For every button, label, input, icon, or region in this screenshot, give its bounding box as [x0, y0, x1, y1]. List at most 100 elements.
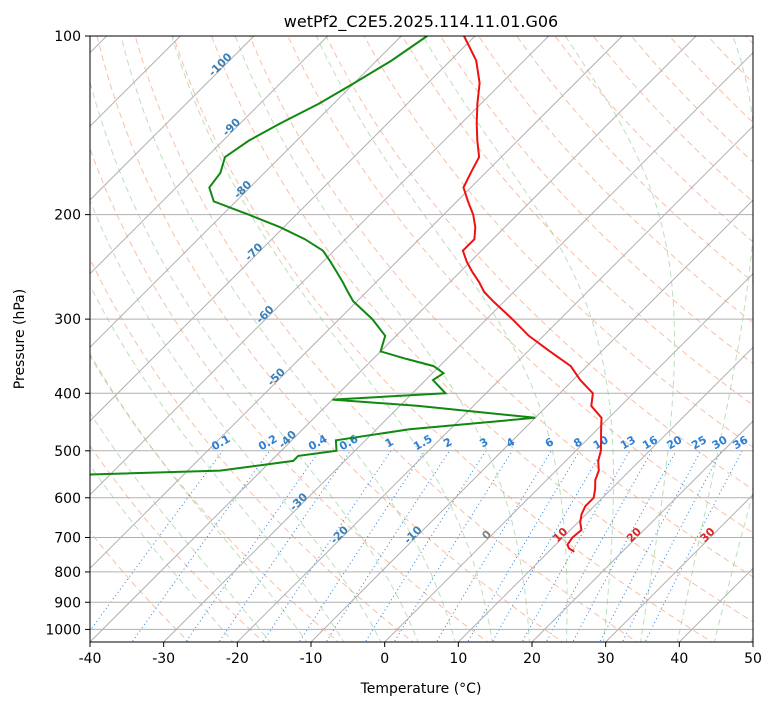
isotherm — [90, 36, 550, 496]
mixing-ratio-line — [218, 450, 351, 642]
moist-adiabat — [676, 36, 753, 642]
mixing-ratio-line — [298, 450, 426, 642]
y-tick-label: 100 — [54, 29, 81, 45]
mixing-ratio-label: 6 — [543, 435, 556, 450]
x-axis-label: Temperature (°C) — [360, 681, 482, 697]
dry-adiabat — [211, 36, 753, 623]
isotherm — [90, 36, 623, 570]
mixing-ratio-label: 2 — [441, 435, 454, 450]
isotherm — [90, 36, 402, 349]
mixing-ratio-line — [572, 450, 677, 642]
mixing-ratio-line — [466, 450, 581, 642]
moist-adiabat — [422, 36, 614, 642]
chart-title: wetPf2_C2E5.2025.114.11.01.G06 — [284, 12, 558, 32]
axis-ticks: -40 -30 -20 -10 0 10 20 30 40 5010009008007006005… — [45, 29, 762, 667]
isotherm-label: -20 — [328, 523, 351, 546]
isotherm-label: -70 — [242, 240, 265, 263]
mixing-ratio-label: 20 — [665, 433, 685, 452]
background-lines — [90, 36, 753, 642]
x-tick-label: 0 — [380, 651, 389, 667]
mixing-ratio-line — [599, 450, 702, 642]
moist-adiabat — [90, 411, 271, 642]
isotherm-label: -80 — [231, 178, 254, 201]
x-tick-label: -10 — [300, 651, 323, 667]
mixing-ratio-line — [435, 450, 552, 642]
dry-adiabat — [554, 36, 753, 243]
x-tick-label: 30 — [597, 651, 615, 667]
y-tick-label: 500 — [54, 444, 81, 460]
isotherm — [236, 125, 753, 642]
isotherm-label: 40 — [771, 525, 775, 545]
isotherm — [90, 36, 697, 642]
x-tick-label: -40 — [79, 651, 102, 667]
mixing-ratio-label: 0.1 — [209, 432, 232, 453]
x-tick-label: 50 — [744, 651, 762, 667]
y-tick-label: 400 — [54, 386, 81, 402]
isotherm — [752, 641, 753, 642]
y-tick-label: 1000 — [45, 622, 81, 638]
mixing-ratio-line — [325, 450, 451, 642]
dry-adiabat — [325, 36, 753, 491]
mixing-ratio-label: 0.6 — [337, 432, 361, 453]
isotherm — [163, 51, 753, 642]
mixing-ratio-line — [262, 450, 392, 642]
gridlines — [90, 36, 753, 642]
mixing-ratio-label: 0.4 — [306, 432, 330, 453]
mixing-ratio-label: 30 — [710, 433, 730, 452]
isotherm-label: -60 — [253, 303, 276, 326]
mixing-ratio-line — [90, 450, 224, 632]
mixing-ratio-line — [621, 450, 722, 642]
moist-adiabat — [750, 633, 753, 642]
dry-adiabat — [516, 36, 753, 283]
dry-adiabat — [478, 36, 753, 324]
series-group — [90, 36, 603, 553]
mixing-ratio-line — [393, 450, 513, 642]
isotherm — [605, 493, 753, 642]
dry-adiabat — [439, 36, 753, 365]
dewpoint-line — [90, 36, 536, 476]
dry-adiabat — [363, 36, 753, 448]
isotherm-label: -90 — [220, 115, 243, 138]
mixing-ratio-line — [364, 450, 487, 642]
y-tick-label: 700 — [54, 531, 81, 547]
x-tick-label: -20 — [226, 651, 249, 667]
moist-adiabat — [315, 36, 568, 642]
isotherm — [90, 36, 255, 201]
moist-adiabat — [713, 490, 753, 642]
mixing-ratio-label: 16 — [640, 433, 660, 452]
mixing-ratio-line — [491, 450, 603, 642]
dry-adiabat — [134, 36, 638, 642]
isotherm — [531, 420, 753, 642]
isotherm — [90, 36, 476, 422]
isotherm — [310, 199, 753, 642]
mixing-ratio-line — [644, 450, 743, 642]
y-axis-label: Pressure (hPa) — [12, 289, 28, 389]
moist-adiabat — [234, 36, 530, 642]
isotherm-label: 20 — [624, 525, 644, 545]
x-tick-label: 40 — [670, 651, 688, 667]
dry-adiabat — [249, 36, 753, 578]
moist-adiabat — [90, 464, 234, 642]
isotherm-label: 10 — [550, 525, 570, 545]
dry-adiabat — [401, 36, 753, 406]
y-tick-label: 300 — [54, 312, 81, 328]
dry-adiabat — [90, 257, 414, 642]
plot-frame — [89, 35, 754, 643]
mixing-ratio-label: 3 — [477, 435, 490, 450]
temperature-line — [461, 36, 603, 553]
moist-adiabat — [90, 79, 419, 642]
isotherm-label: -50 — [265, 365, 288, 388]
dry-adiabat — [172, 36, 713, 642]
mixing-ratio-label: 1 — [383, 435, 396, 450]
mixing-ratio-label: 25 — [689, 433, 709, 452]
mixing-ratio-line — [185, 450, 321, 642]
mixing-ratio-label: 36 — [730, 433, 750, 452]
isotherm-label: -40 — [276, 428, 299, 451]
moist-adiabat — [120, 36, 456, 642]
moist-adiabat — [90, 199, 382, 642]
x-tick-label: -30 — [152, 651, 175, 667]
dry-adiabat — [745, 36, 753, 45]
isotherm — [90, 36, 329, 275]
isotherm — [678, 567, 753, 642]
